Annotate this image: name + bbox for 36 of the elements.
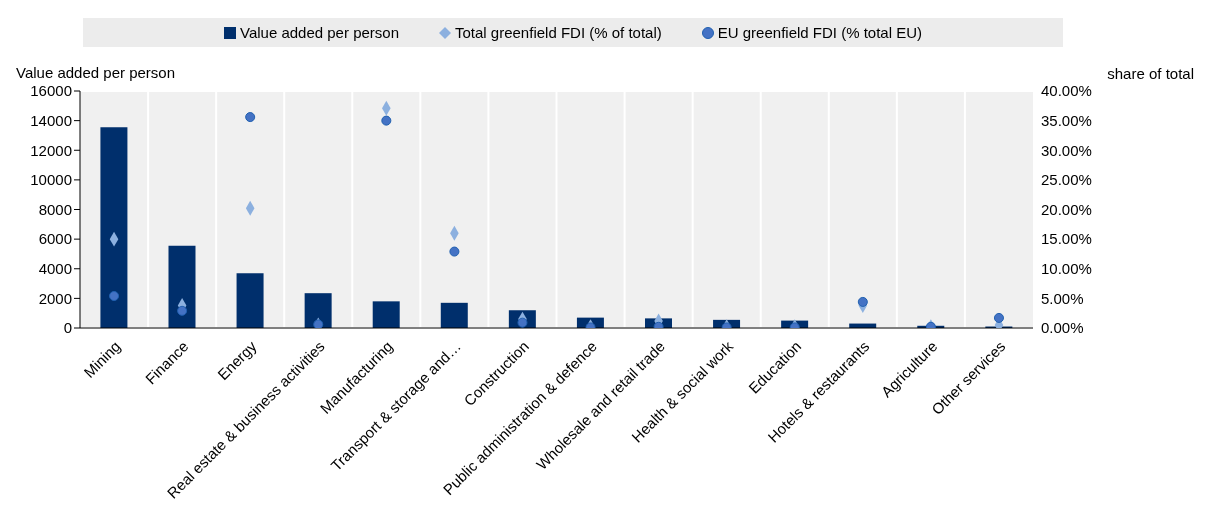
point: [245, 112, 256, 123]
y-axis-title: Value added per person: [16, 64, 176, 81]
bar: [372, 301, 400, 328]
y-tick-label: 6000: [38, 230, 72, 248]
y-tick-label: 4000: [38, 260, 72, 278]
point: [993, 312, 1004, 323]
legend-label: Value added per person: [239, 24, 399, 41]
point: [857, 296, 868, 307]
y-tick-label: 0: [63, 319, 72, 337]
point: [109, 291, 120, 302]
legend-label: EU greenfield FDI (% total EU): [716, 24, 923, 41]
legend-label: Total greenfield FDI (% of total): [454, 24, 662, 41]
bar: [100, 127, 128, 328]
y2-tick-label: 25.00%: [1041, 171, 1092, 189]
y-tick-label: 10000: [30, 171, 72, 189]
y-tick-label: 12000: [30, 141, 72, 159]
y2-tick-label: 20.00%: [1041, 200, 1092, 218]
y2-tick-label: 0.00%: [1041, 319, 1084, 337]
y-tick-label: 16000: [30, 82, 72, 100]
bar: [236, 273, 264, 328]
y2-axis-title: share of total: [1107, 65, 1194, 82]
point: [177, 305, 188, 316]
y2-tick-label: 40.00%: [1041, 82, 1092, 100]
bar: [440, 302, 468, 328]
y2-tick-label: 15.00%: [1041, 230, 1092, 248]
y-tick-label: 8000: [38, 200, 72, 218]
y2-tick-label: 30.00%: [1041, 141, 1092, 159]
point: [381, 115, 392, 126]
y2-tick-label: 5.00%: [1041, 289, 1084, 307]
y-tick-label: 14000: [30, 111, 72, 129]
bar: [168, 245, 196, 328]
point: [449, 246, 460, 257]
y2-tick-label: 35.00%: [1041, 111, 1092, 129]
y2-tick-label: 10.00%: [1041, 260, 1092, 278]
y-tick-label: 2000: [38, 289, 72, 307]
bar: [304, 293, 332, 328]
